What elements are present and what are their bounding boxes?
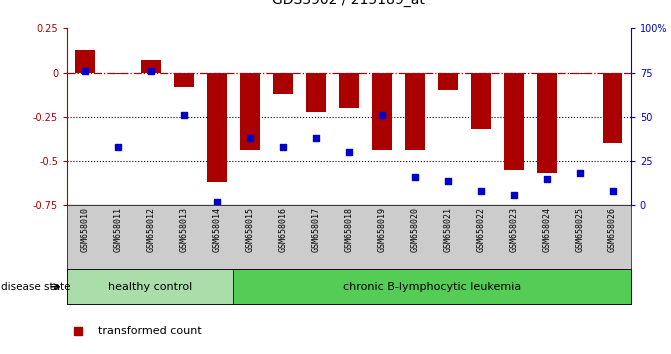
Text: GSM658013: GSM658013 xyxy=(180,207,189,252)
Point xyxy=(541,176,552,182)
Text: GSM658016: GSM658016 xyxy=(278,207,287,252)
Text: GSM658024: GSM658024 xyxy=(542,207,551,252)
Bar xyxy=(405,73,425,150)
Point xyxy=(574,171,585,176)
Point xyxy=(113,144,123,150)
Point xyxy=(278,144,289,150)
Point xyxy=(212,199,223,205)
Point xyxy=(509,192,519,198)
Point xyxy=(376,112,387,118)
Text: disease state: disease state xyxy=(1,282,70,292)
Point xyxy=(344,149,354,155)
Text: GSM658023: GSM658023 xyxy=(509,207,518,252)
Point xyxy=(607,188,618,194)
Bar xyxy=(174,73,194,87)
Bar xyxy=(306,73,326,112)
Text: GDS3902 / 215189_at: GDS3902 / 215189_at xyxy=(272,0,425,7)
Text: GSM658012: GSM658012 xyxy=(147,207,156,252)
Bar xyxy=(108,73,128,74)
Bar xyxy=(273,73,293,94)
Text: GSM658026: GSM658026 xyxy=(608,207,617,252)
Point xyxy=(146,68,156,74)
Bar xyxy=(471,73,491,129)
Point xyxy=(409,174,420,180)
Point xyxy=(442,178,453,183)
Point xyxy=(178,112,189,118)
Point xyxy=(311,135,321,141)
Text: GSM658018: GSM658018 xyxy=(344,207,354,252)
Bar xyxy=(233,269,631,304)
Text: chronic B-lymphocytic leukemia: chronic B-lymphocytic leukemia xyxy=(343,282,521,292)
Point xyxy=(245,135,256,141)
Bar xyxy=(240,73,260,150)
Text: GSM658025: GSM658025 xyxy=(575,207,584,252)
Bar xyxy=(67,269,233,304)
Text: GSM658014: GSM658014 xyxy=(213,207,221,252)
Bar xyxy=(75,50,95,73)
Bar xyxy=(207,73,227,182)
Point xyxy=(475,188,486,194)
Text: transformed count: transformed count xyxy=(98,326,202,336)
Point xyxy=(80,68,91,74)
Text: GSM658015: GSM658015 xyxy=(246,207,254,252)
Text: healthy control: healthy control xyxy=(108,282,192,292)
Bar xyxy=(372,73,392,150)
Bar xyxy=(537,73,556,173)
Bar xyxy=(339,73,359,108)
Text: GSM658021: GSM658021 xyxy=(444,207,452,252)
Bar xyxy=(570,73,590,74)
Text: GSM658022: GSM658022 xyxy=(476,207,485,252)
Text: GSM658017: GSM658017 xyxy=(311,207,321,252)
Text: GSM658020: GSM658020 xyxy=(411,207,419,252)
Bar xyxy=(438,73,458,90)
Text: GSM658010: GSM658010 xyxy=(81,207,90,252)
Bar xyxy=(142,60,161,73)
Bar xyxy=(504,73,523,170)
Text: GSM658019: GSM658019 xyxy=(377,207,386,252)
Bar xyxy=(603,73,623,143)
Text: GSM658011: GSM658011 xyxy=(113,207,123,252)
